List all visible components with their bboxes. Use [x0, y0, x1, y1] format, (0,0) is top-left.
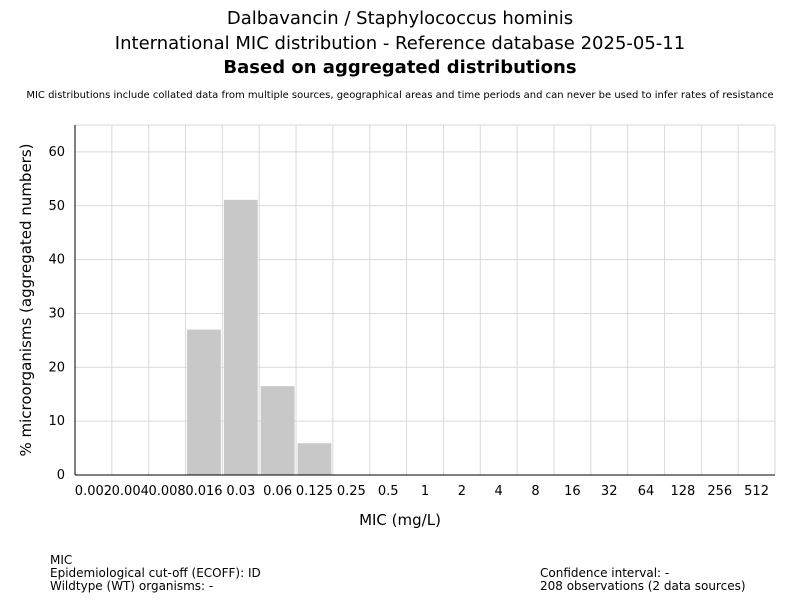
x-tick-label: 256 [707, 484, 732, 499]
bar [187, 329, 221, 475]
x-tick-label: 0.004 [112, 484, 149, 499]
x-tick-label: 0.008 [148, 484, 185, 499]
bar [297, 443, 332, 475]
x-tick-label: 512 [744, 484, 769, 499]
footer-ecoff: Epidemiological cut-off (ECOFF): ID [50, 566, 261, 580]
x-tick-label: 64 [638, 484, 655, 499]
x-tick-label: 0.016 [185, 484, 222, 499]
y-tick-label: 0 [57, 468, 65, 483]
x-axis-label: MIC (mg/L) [359, 511, 441, 529]
x-tick-label: 2 [458, 484, 466, 499]
chart-title-line3: Based on aggregated distributions [223, 57, 577, 78]
x-tick-label: 0.03 [226, 484, 255, 499]
y-tick-label: 20 [48, 360, 65, 375]
chart-title: Dalbavancin / Staphylococcus hominis [226, 8, 574, 29]
footer-confidence-interval: Confidence interval: - [540, 566, 670, 580]
y-tick-label: 10 [48, 414, 65, 429]
x-tick-label: 0.002 [75, 484, 112, 499]
x-tick-label: 8 [531, 484, 539, 499]
bar [223, 199, 258, 475]
footer-left: MIC Epidemiological cut-off (ECOFF): ID … [50, 554, 261, 593]
x-tick-label: 128 [670, 484, 695, 499]
x-tick-label: 0.06 [263, 484, 292, 499]
x-tick-label: 0.5 [378, 484, 399, 499]
y-axis-label: % microorganisms (aggregated numbers) [17, 143, 35, 456]
chart-subtitle: MIC distributions include collated data … [26, 90, 774, 101]
x-tick-label: 0.125 [296, 484, 333, 499]
footer-right: Confidence interval: - 208 observations … [540, 567, 746, 593]
footer-observations: 208 observations (2 data sources) [540, 579, 746, 593]
footer-wildtype: Wildtype (WT) organisms: - [50, 579, 214, 593]
x-tick-label: 16 [564, 484, 581, 499]
bar [260, 386, 295, 475]
y-tick-label: 50 [48, 199, 65, 214]
footer-mic-label: MIC [50, 553, 73, 567]
x-tick-label: 0.25 [337, 484, 366, 499]
y-tick-label: 30 [48, 306, 65, 321]
y-tick-label: 40 [48, 253, 65, 268]
x-tick-label: 1 [421, 484, 429, 499]
y-tick-label: 60 [48, 145, 65, 160]
chart-title-line2: International MIC distribution - Referen… [114, 33, 686, 54]
x-tick-label: 32 [601, 484, 618, 499]
x-tick-label: 4 [495, 484, 503, 499]
